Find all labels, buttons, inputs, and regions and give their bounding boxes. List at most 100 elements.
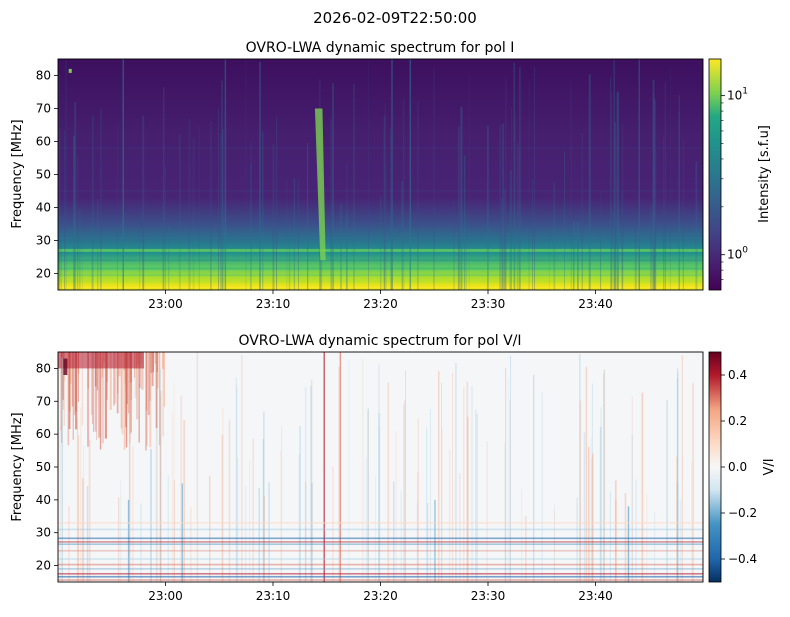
- heatmap-vi-streak: [236, 457, 239, 582]
- heatmap-i-streak: [548, 190, 550, 290]
- heatmap-i-streak: [516, 143, 519, 290]
- panel-vi-ylabel: Frequency [MHz]: [10, 412, 25, 521]
- heatmap-i-streak: [368, 60, 370, 290]
- heatmap-vi-streak: [533, 374, 535, 582]
- heatmap-i-streak: [64, 130, 65, 290]
- heatmap-i-streak: [504, 77, 507, 290]
- heatmap-i-streak: [678, 95, 680, 290]
- heatmap-vi-streak: [614, 480, 617, 582]
- heatmap-vi-streak: [73, 352, 76, 416]
- heatmap-vi-streak: [140, 503, 142, 582]
- heatmap-vi-streak: [75, 352, 78, 430]
- heatmap-vi-streak: [348, 360, 350, 582]
- panel-vi-title: OVRO-LWA dynamic spectrum for pol V/I: [238, 333, 521, 349]
- heatmap-i-band: [58, 274, 703, 277]
- heatmap-vi-streak: [599, 426, 602, 582]
- heatmap-vi-streak: [504, 441, 506, 582]
- heatmap-i-streak: [346, 210, 348, 290]
- heatmap-vi-streak: [604, 369, 606, 582]
- heatmap-vi-streak: [173, 382, 175, 582]
- heatmap-vi-streak: [400, 490, 402, 582]
- heatmap-i-streak: [58, 73, 60, 290]
- heatmap-vi-streak: [60, 352, 62, 430]
- heatmap-i-streak: [509, 208, 511, 290]
- heatmap-vi-streak: [71, 352, 74, 407]
- heatmap-i-streak: [614, 122, 617, 290]
- heatmap-i-streak: [678, 111, 680, 290]
- heatmap-i-streaks: [58, 59, 703, 290]
- heatmap-i-streak: [245, 59, 247, 290]
- heatmap-vi-streak: [228, 420, 231, 582]
- heatmap-i-streak: [465, 214, 467, 290]
- heatmap-vi-streak: [77, 435, 80, 582]
- panel-i-x-tick-label: 23:30: [471, 297, 506, 311]
- heatmap-i-streak: [513, 62, 515, 290]
- heatmap-i-streak: [571, 90, 573, 290]
- heatmap-vi-streak: [94, 352, 97, 387]
- heatmap-vi-streak: [676, 378, 679, 582]
- heatmap-vi-streak: [180, 395, 183, 582]
- heatmap-vi-streak: [378, 413, 381, 582]
- heatmap-vi-streak: [91, 352, 93, 415]
- heatmap-vi-streak: [123, 352, 126, 451]
- heatmap-i-streak: [73, 135, 75, 290]
- heatmap-vi-streak: [96, 352, 98, 402]
- heatmap-vi-streak: [86, 486, 89, 582]
- heatmap-vi-streak: [635, 479, 637, 582]
- heatmap-vi-streak: [92, 352, 94, 424]
- heatmap-vi-streak: [427, 502, 429, 582]
- figure-suptitle: 2026-02-09T22:50:00: [313, 9, 477, 27]
- colorbar-i: [709, 59, 721, 290]
- heatmap-vi-streak: [83, 445, 85, 582]
- heatmap-vi-streak: [149, 352, 152, 448]
- heatmap-i-spot: [68, 68, 72, 73]
- heatmap-i-streak: [499, 125, 501, 290]
- heatmap-vi-streak: [541, 392, 543, 582]
- heatmap-i-band: [58, 244, 703, 247]
- heatmap-i-streak: [332, 83, 334, 290]
- heatmap-vi-streak: [162, 352, 164, 437]
- heatmap-i-streak: [616, 92, 618, 290]
- heatmap-i-streak: [553, 182, 556, 290]
- heatmap-i-streak: [610, 77, 612, 290]
- heatmap-vi-streak: [441, 382, 442, 582]
- heatmap-vi-streak: [441, 428, 443, 582]
- heatmap-vi-streak: [149, 352, 151, 402]
- heatmap-vi-streak: [475, 409, 477, 582]
- heatmap-i-streak: [122, 59, 124, 290]
- heatmap-vi-band: [58, 563, 703, 566]
- heatmap-vi-band: [58, 537, 703, 540]
- heatmap-i-streak: [468, 73, 470, 290]
- heatmap-vi-streak: [591, 383, 593, 582]
- heatmap-i-band: [58, 267, 703, 270]
- heatmap-vi-streak: [332, 466, 334, 582]
- heatmap-i-streak: [222, 129, 224, 290]
- heatmap-vi-streak: [146, 352, 148, 446]
- heatmap-i-band: [58, 259, 703, 262]
- heatmap-i-streak: [588, 74, 591, 290]
- panel-i-x-tick-label: 23:10: [256, 297, 291, 311]
- heatmap-i-streak: [502, 123, 504, 290]
- panel-vi-x-tick-label: 23:40: [578, 589, 613, 603]
- heatmap-vi-streak: [387, 382, 390, 582]
- heatmap-vi-streak: [222, 408, 224, 582]
- heatmap-vi-streak: [576, 497, 578, 582]
- heatmap-i-streak: [638, 59, 640, 290]
- heatmap-vi-streak: [141, 352, 144, 390]
- panel-pol-i: OVRO-LWA dynamic spectrum for pol I 23:0…: [10, 40, 772, 311]
- panel-i-y-tick-label: 80: [36, 69, 51, 83]
- panel-pol-vi: OVRO-LWA dynamic spectrum for pol V/I 23…: [10, 333, 777, 603]
- heatmap-vi-streak: [430, 408, 431, 582]
- heatmap-i-streak: [650, 204, 652, 290]
- heatmap-vi-streak: [128, 381, 131, 582]
- heatmap-vi-streak: [268, 482, 270, 582]
- heatmap-i-band: [58, 278, 703, 282]
- panel-i-y-tick-label: 20: [36, 267, 51, 281]
- heatmap-vi-streak: [590, 438, 592, 582]
- heatmap-vi-streak: [438, 371, 440, 582]
- heatmap-vi-streak: [676, 481, 679, 582]
- heatmap-i-streak: [652, 79, 655, 290]
- heatmap-vi-streak: [641, 392, 644, 582]
- heatmap-vi-band: [58, 568, 703, 570]
